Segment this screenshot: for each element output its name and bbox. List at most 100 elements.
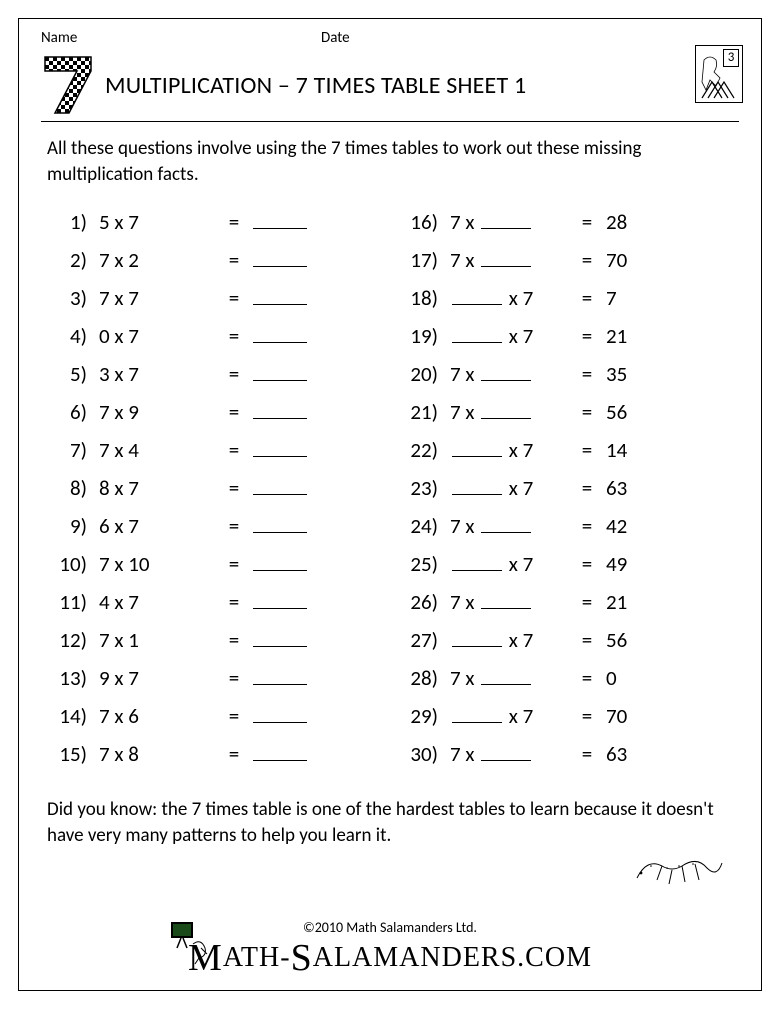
problem-expression: 7 x 9 [93,399,221,425]
problem-row: 24)7 x =42 [402,513,735,551]
answer-blank[interactable] [247,361,317,387]
answer-value: 21 [600,323,652,349]
factor-blank[interactable] [452,553,502,571]
copyright: ©2010 Math Salamanders Ltd. [19,919,761,936]
answer-blank[interactable] [247,703,317,729]
problem-number: 8) [51,475,93,501]
factor-blank[interactable] [481,667,531,685]
problem-row: 22) x 7=14 [402,437,735,475]
factor-blank[interactable] [452,629,502,647]
answer-value: 56 [600,627,652,653]
problem-row: 25) x 7=49 [402,551,735,589]
equals-sign: = [574,361,600,387]
problem-row: 11)4 x 7= [51,589,384,627]
problem-row: 5)3 x 7= [51,361,384,399]
problem-number: 9) [51,513,93,539]
problem-row: 12)7 x 1= [51,627,384,665]
answer-value: 70 [600,703,652,729]
answer-blank[interactable] [247,247,317,273]
equals-sign: = [221,361,247,387]
factor-blank[interactable] [481,401,531,419]
problem-number: 10) [51,551,93,577]
problem-row: 13)9 x 7= [51,665,384,703]
problem-expression: 5 x 7 [93,209,221,235]
answer-value: 35 [600,361,652,387]
equals-sign: = [574,703,600,729]
equals-sign: = [221,665,247,691]
problem-number: 14) [51,703,93,729]
answer-blank[interactable] [247,627,317,653]
answer-value: 49 [600,551,652,577]
answer-blank[interactable] [247,209,317,235]
equals-sign: = [221,741,247,767]
problem-row: 30)7 x =63 [402,741,735,779]
problem-row: 20)7 x =35 [402,361,735,399]
footer: ©2010 Math Salamanders Ltd. MATH-SALAMAN… [19,919,761,980]
problem-expression: 6 x 7 [93,513,221,539]
problem-row: 17)7 x =70 [402,247,735,285]
equals-sign: = [574,589,600,615]
problem-expression: x 7 [444,703,574,729]
problem-number: 13) [51,665,93,691]
problem-expression: 9 x 7 [93,665,221,691]
factor-blank[interactable] [452,325,502,343]
equals-sign: = [574,741,600,767]
answer-blank[interactable] [247,513,317,539]
equals-sign: = [574,247,600,273]
factor-blank[interactable] [452,705,502,723]
factor-blank[interactable] [481,743,531,761]
answer-blank[interactable] [247,285,317,311]
answer-blank[interactable] [247,741,317,767]
problem-row: 21)7 x =56 [402,399,735,437]
factor-blank[interactable] [481,591,531,609]
answer-blank[interactable] [247,665,317,691]
factor-blank[interactable] [452,287,502,305]
problem-expression: 7 x 7 [93,285,221,311]
problem-expression: 4 x 7 [93,589,221,615]
problem-number: 2) [51,247,93,273]
answer-value: 63 [600,475,652,501]
problem-row: 7)7 x 4= [51,437,384,475]
problems-col-left: 1)5 x 7=2)7 x 2=3)7 x 7=4)0 x 7=5)3 x 7=… [51,209,384,779]
equals-sign: = [221,475,247,501]
answer-value: 56 [600,399,652,425]
problem-number: 4) [51,323,93,349]
answer-blank[interactable] [247,475,317,501]
equals-sign: = [221,209,247,235]
problem-expression: x 7 [444,475,574,501]
factor-blank[interactable] [452,439,502,457]
factor-blank[interactable] [481,363,531,381]
problem-row: 10)7 x 10= [51,551,384,589]
factor-blank[interactable] [481,249,531,267]
equals-sign: = [221,437,247,463]
problem-expression: x 7 [444,285,574,311]
answer-blank[interactable] [247,399,317,425]
factor-blank[interactable] [452,477,502,495]
problem-number: 3) [51,285,93,311]
problem-expression: 7 x [444,361,574,387]
problem-number: 15) [51,741,93,767]
problem-number: 17) [402,247,444,273]
problem-expression: 7 x 6 [93,703,221,729]
answer-blank[interactable] [247,589,317,615]
answer-blank[interactable] [247,437,317,463]
equals-sign: = [574,323,600,349]
equals-sign: = [574,513,600,539]
problem-expression: x 7 [444,323,574,349]
problems-col-right: 16)7 x =2817)7 x =7018) x 7=719) x 7=212… [402,209,735,779]
answer-blank[interactable] [247,551,317,577]
equals-sign: = [221,323,247,349]
header: MULTIPLICATION – 7 TIMES TABLE SHEET 1 3 [41,53,739,122]
problem-expression: 7 x [444,399,574,425]
brand-right: ALAMANDERS.COM [313,942,592,973]
equals-sign: = [574,399,600,425]
factor-blank[interactable] [481,211,531,229]
answer-value: 70 [600,247,652,273]
salamander-side-icon [627,838,727,898]
answer-blank[interactable] [247,323,317,349]
factor-blank[interactable] [481,515,531,533]
equals-sign: = [574,665,600,691]
problem-row: 1)5 x 7= [51,209,384,247]
problem-row: 23) x 7=63 [402,475,735,513]
problem-row: 14)7 x 6= [51,703,384,741]
